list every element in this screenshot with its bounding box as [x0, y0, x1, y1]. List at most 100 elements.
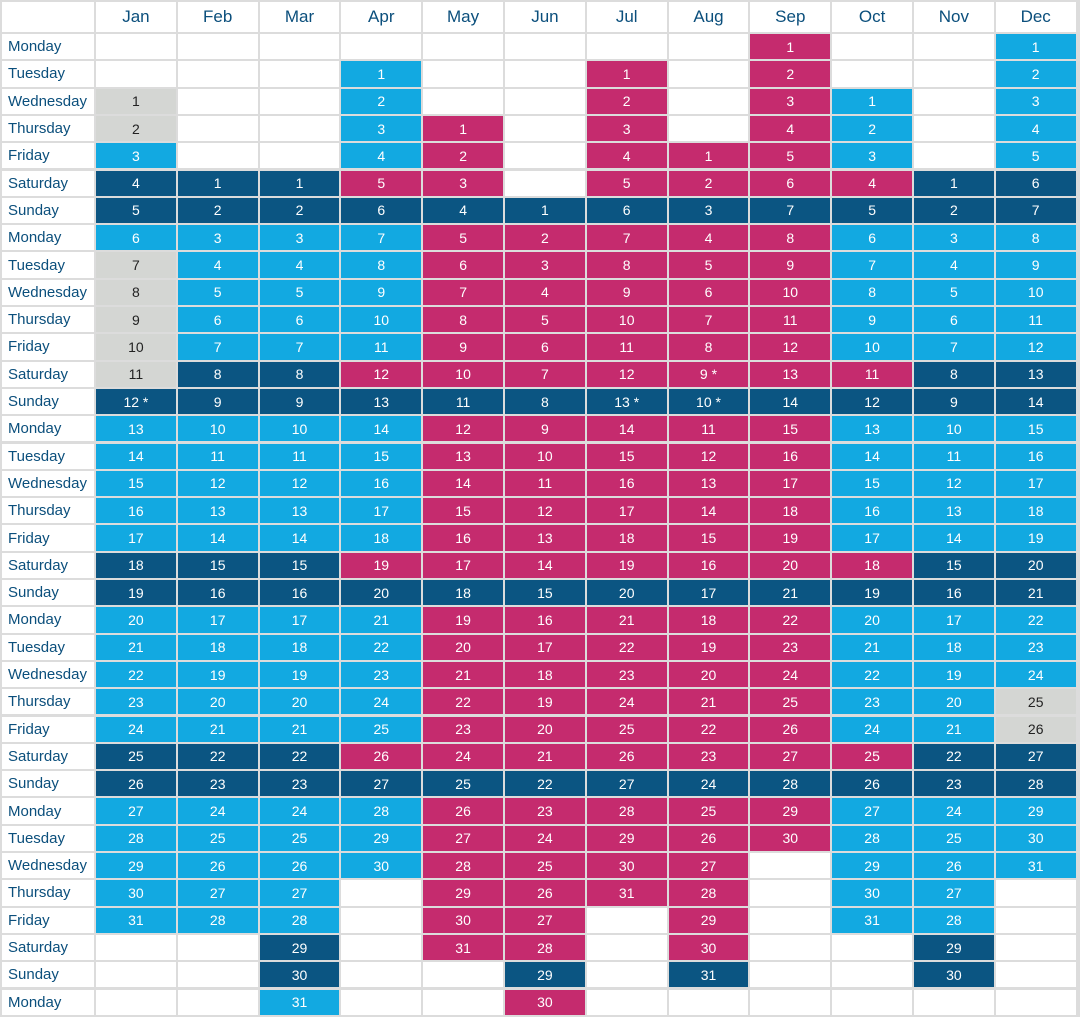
- empty-cell: [423, 88, 503, 114]
- day-cell: 17: [96, 525, 176, 551]
- day-cell: 3: [750, 88, 831, 114]
- empty-cell: [177, 88, 258, 114]
- day-cell: 25: [505, 853, 585, 879]
- day-cell: 27: [914, 880, 994, 906]
- day-cell: 10: [423, 361, 503, 387]
- month-header-jul: Jul: [586, 2, 667, 32]
- day-cell: 4: [177, 252, 258, 278]
- day-cell: 7: [96, 252, 176, 278]
- empty-cell: [668, 88, 749, 114]
- day-cell: 6: [995, 170, 1076, 196]
- empty-cell: [259, 143, 340, 169]
- day-cell: 2: [668, 170, 749, 196]
- empty-cell: [750, 934, 831, 961]
- day-cell: 30: [914, 962, 994, 988]
- day-cell: 1: [177, 170, 258, 196]
- day-cell: 5: [995, 143, 1076, 169]
- day-cell: 14: [995, 388, 1076, 415]
- day-cell: 29: [259, 934, 340, 961]
- day-cell: 12: [668, 443, 749, 469]
- day-cell: 30: [995, 825, 1076, 851]
- day-cell: 19: [259, 661, 340, 688]
- empty-cell: [423, 962, 503, 988]
- day-cell: 5: [423, 225, 503, 251]
- day-cell: 9: [423, 334, 503, 360]
- empty-cell: [341, 34, 422, 60]
- day-cell: 22: [505, 771, 585, 797]
- empty-cell: [177, 989, 258, 1015]
- empty-cell: [423, 989, 503, 1015]
- day-cell: 3: [96, 143, 176, 169]
- day-cell: 23: [341, 661, 422, 688]
- day-cell: 11: [341, 334, 422, 360]
- day-cell: 20: [177, 689, 258, 715]
- day-cell: 21: [586, 607, 667, 633]
- day-cell: 30: [423, 907, 503, 933]
- day-cell: 21: [259, 716, 340, 742]
- weekday-label: Saturday: [2, 361, 94, 387]
- weekday-label: Thursday: [2, 880, 94, 906]
- day-cell: 9: [995, 252, 1076, 278]
- day-cell: 15: [668, 525, 749, 551]
- day-cell: 23: [995, 634, 1076, 660]
- day-cell: 4: [259, 252, 340, 278]
- day-cell: 23: [259, 771, 340, 797]
- empty-cell: [341, 989, 422, 1015]
- empty-cell: [668, 34, 749, 60]
- day-cell: 12: [750, 334, 831, 360]
- day-cell: 20: [914, 689, 994, 715]
- day-cell: 25: [423, 771, 503, 797]
- day-cell: 30: [586, 853, 667, 879]
- day-cell: 26: [668, 825, 749, 851]
- day-cell: 2: [259, 197, 340, 224]
- empty-cell: [750, 989, 831, 1015]
- day-cell: 10: [505, 443, 585, 469]
- day-cell: 5: [832, 197, 912, 224]
- day-cell: 12: [341, 361, 422, 387]
- day-cell: 30: [341, 853, 422, 879]
- empty-cell: [914, 34, 994, 60]
- day-cell: 18: [995, 498, 1076, 524]
- day-cell: 13: [668, 470, 749, 497]
- empty-cell: [423, 34, 503, 60]
- day-cell: 12: [423, 416, 503, 442]
- day-cell: 19: [423, 607, 503, 633]
- day-cell: 28: [341, 798, 422, 824]
- day-cell: 23: [586, 661, 667, 688]
- day-cell: 29: [832, 853, 912, 879]
- day-cell: 6: [341, 197, 422, 224]
- day-cell: 5: [914, 279, 994, 305]
- day-cell: 22: [995, 607, 1076, 633]
- day-cell: 16: [259, 580, 340, 606]
- day-cell: 29: [96, 853, 176, 879]
- day-cell: 9: [177, 388, 258, 415]
- day-cell: 23: [96, 689, 176, 715]
- day-cell: 5: [177, 279, 258, 305]
- day-cell: 10: [914, 416, 994, 442]
- day-cell: 19: [177, 661, 258, 688]
- empty-cell: [750, 962, 831, 988]
- day-cell: 1: [423, 115, 503, 142]
- weekday-label: Monday: [2, 989, 94, 1015]
- day-cell: 8: [505, 388, 585, 415]
- day-cell: 6: [423, 252, 503, 278]
- day-cell: 1: [750, 34, 831, 60]
- day-cell: 28: [832, 825, 912, 851]
- empty-cell: [832, 934, 912, 961]
- day-cell: 6: [832, 225, 912, 251]
- day-cell: 24: [914, 798, 994, 824]
- day-cell: 1: [259, 170, 340, 196]
- day-cell: 11: [995, 307, 1076, 333]
- day-cell: 6: [750, 170, 831, 196]
- day-cell: 18: [423, 580, 503, 606]
- day-cell: 12 *: [96, 388, 176, 415]
- day-cell: 7: [423, 279, 503, 305]
- day-cell: 15: [96, 470, 176, 497]
- month-header-jun: Jun: [505, 2, 585, 32]
- day-cell: 29: [505, 962, 585, 988]
- day-cell: 8: [832, 279, 912, 305]
- day-cell: 26: [832, 771, 912, 797]
- day-cell: 2: [96, 115, 176, 142]
- day-cell: 18: [96, 552, 176, 578]
- day-cell: 15: [586, 443, 667, 469]
